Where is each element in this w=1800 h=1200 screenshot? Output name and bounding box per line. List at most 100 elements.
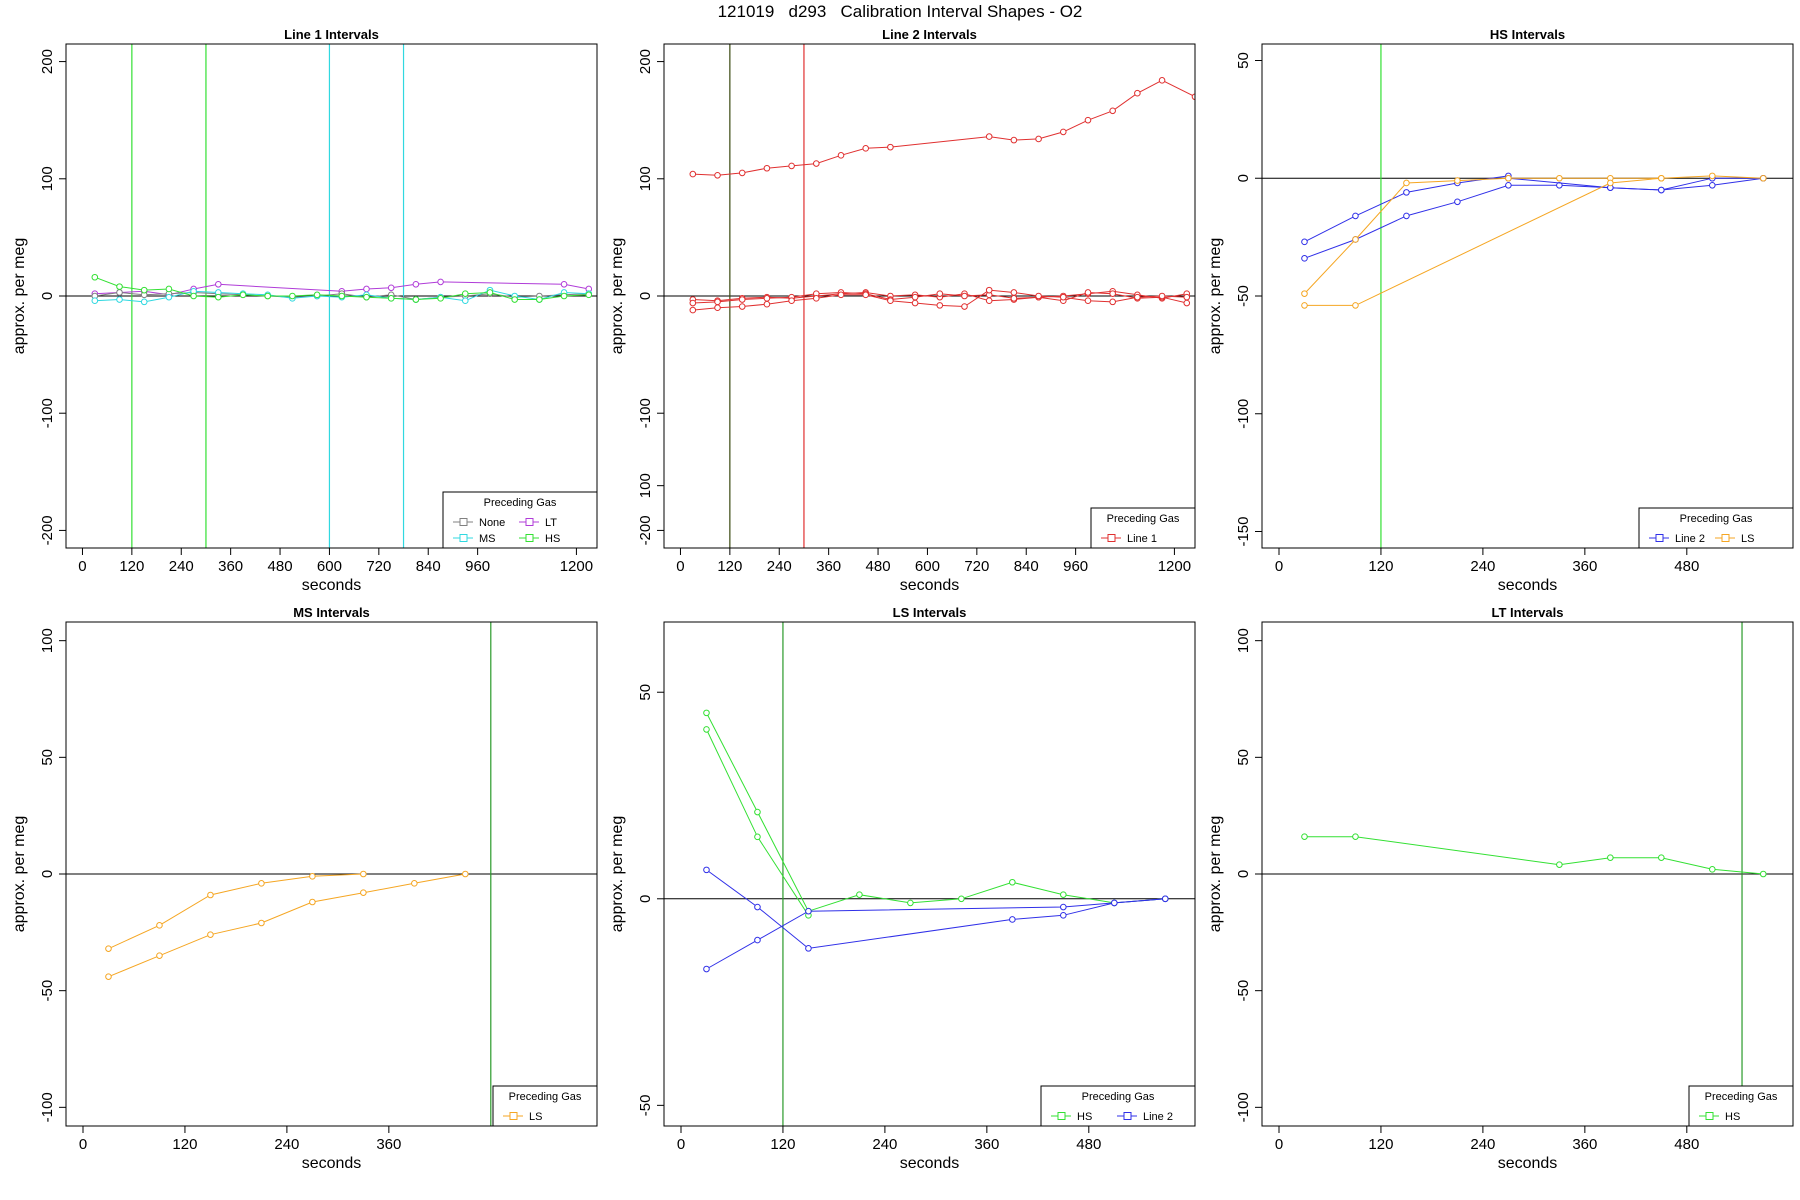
data-point: [856, 891, 863, 898]
data-point: [207, 891, 214, 899]
x-tick-label: 0: [1275, 558, 1283, 575]
chart-title: LS Intervals: [893, 605, 967, 620]
legend-entry-label: HS: [545, 533, 560, 545]
y-axis-label: approx. per meg: [11, 816, 28, 933]
data-point: [1035, 135, 1042, 143]
legend-entry-label: LT: [545, 517, 557, 529]
legend-entry-label: Line 2: [1143, 1111, 1173, 1123]
data-point: [387, 284, 395, 292]
data-point: [1301, 255, 1308, 262]
data-point: [805, 907, 812, 915]
data-point: [140, 286, 148, 294]
y-tick-label: -100: [637, 398, 654, 428]
x-tick-label: 360: [1572, 558, 1597, 575]
data-point: [560, 280, 568, 288]
series-line: [1304, 177, 1662, 306]
x-tick-label: 240: [872, 1136, 897, 1153]
data-point: [165, 285, 173, 293]
legend-title: Preceding Gas: [1705, 1091, 1778, 1103]
data-point: [116, 289, 123, 296]
data-point: [689, 299, 697, 307]
legend-title: Preceding Gas: [1680, 513, 1753, 525]
y-axis-label: approx. per meg: [609, 238, 626, 355]
legend-swatch-marker: [1107, 534, 1116, 542]
y-tick-label: -50: [1235, 980, 1252, 1002]
legend-entry-label: MS: [479, 533, 496, 545]
data-point: [1060, 891, 1067, 898]
data-point: [911, 293, 919, 301]
data-point: [239, 291, 247, 299]
data-point: [1134, 89, 1141, 97]
data-point: [763, 300, 771, 308]
legend-entry-label: HS: [1725, 1111, 1740, 1123]
series-line: [1304, 175, 1764, 294]
data-point: [258, 880, 265, 887]
legend: Preceding Gas HS: [1688, 1085, 1794, 1127]
data-point: [1403, 189, 1410, 196]
data-point: [754, 808, 761, 816]
y-tick-label: 50: [1235, 52, 1252, 69]
data-point: [754, 833, 761, 841]
series-line: [108, 873, 466, 978]
data-point: [703, 709, 710, 717]
data-point: [338, 292, 346, 300]
x-tick-label: 480: [268, 558, 293, 575]
data-point: [1352, 212, 1359, 220]
y-tick-label: -150: [1235, 516, 1252, 546]
y-tick-label: 0: [39, 870, 56, 878]
data-point: [837, 291, 845, 299]
y-tick-label: 50: [39, 749, 56, 766]
data-point: [738, 169, 746, 177]
y-tick-label: 0: [1235, 870, 1252, 878]
legend: Preceding Gas Line 2 LS: [1638, 507, 1794, 549]
y-tick-label: 200: [39, 49, 56, 74]
data-point: [387, 295, 395, 302]
x-axis-label: seconds: [1498, 577, 1558, 594]
x-tick-label: 960: [465, 558, 490, 575]
data-point: [1301, 833, 1308, 840]
y-tick-label: 0: [39, 292, 56, 300]
data-point: [1183, 293, 1191, 301]
chart-title: Line 1 Intervals: [284, 27, 379, 42]
x-tick-label: 360: [376, 1136, 401, 1153]
x-axis-label: seconds: [900, 577, 960, 594]
y-tick-label: -100: [39, 398, 56, 428]
data-point: [703, 726, 710, 733]
y-tick-label: 100: [637, 166, 654, 191]
legend-swatch-marker: [525, 534, 534, 542]
data-point: [116, 283, 123, 290]
x-tick-label: 120: [172, 1136, 197, 1153]
legend-entry-label: HS: [1077, 1111, 1092, 1123]
chart-title: HS Intervals: [1490, 27, 1565, 42]
data-point: [689, 170, 697, 178]
data-point: [805, 945, 812, 952]
data-point: [961, 292, 968, 300]
data-point: [1035, 292, 1042, 300]
x-tick-label: 120: [717, 558, 742, 575]
chart-panel-2: Line 2 Intervals 0 120 240 360 480 600 720 840 96…: [609, 27, 1196, 594]
legend-box: [1638, 507, 1794, 549]
x-tick-label: 360: [974, 1136, 999, 1153]
x-tick-label: 480: [866, 558, 891, 575]
series-line: [706, 729, 809, 916]
y-tick-label: 100: [39, 628, 56, 653]
chart-panel-4: MS Intervals 0 120 240 360 -100 -50 0 50 100 secon…: [11, 605, 598, 1172]
data-point: [862, 291, 869, 299]
x-tick-label: 360: [1572, 1136, 1597, 1153]
legend-swatch-marker: [509, 1112, 518, 1120]
data-point: [105, 945, 112, 952]
data-point: [461, 290, 469, 297]
data-point: [1454, 177, 1461, 184]
x-axis-label: seconds: [1498, 1155, 1558, 1172]
data-point: [907, 899, 914, 907]
legend-swatch-marker: [1655, 534, 1664, 542]
data-point: [1009, 878, 1016, 886]
legend-swatch-marker: [459, 518, 468, 526]
page-title: 121019 d293 Calibration Interval Shapes …: [717, 2, 1083, 21]
data-point: [437, 278, 444, 286]
y-tick-label: 100: [1235, 628, 1252, 653]
data-point: [91, 297, 99, 304]
plot-area: [664, 44, 1195, 548]
legend: Preceding Gas Line 1: [1090, 507, 1196, 549]
data-point: [264, 292, 271, 300]
